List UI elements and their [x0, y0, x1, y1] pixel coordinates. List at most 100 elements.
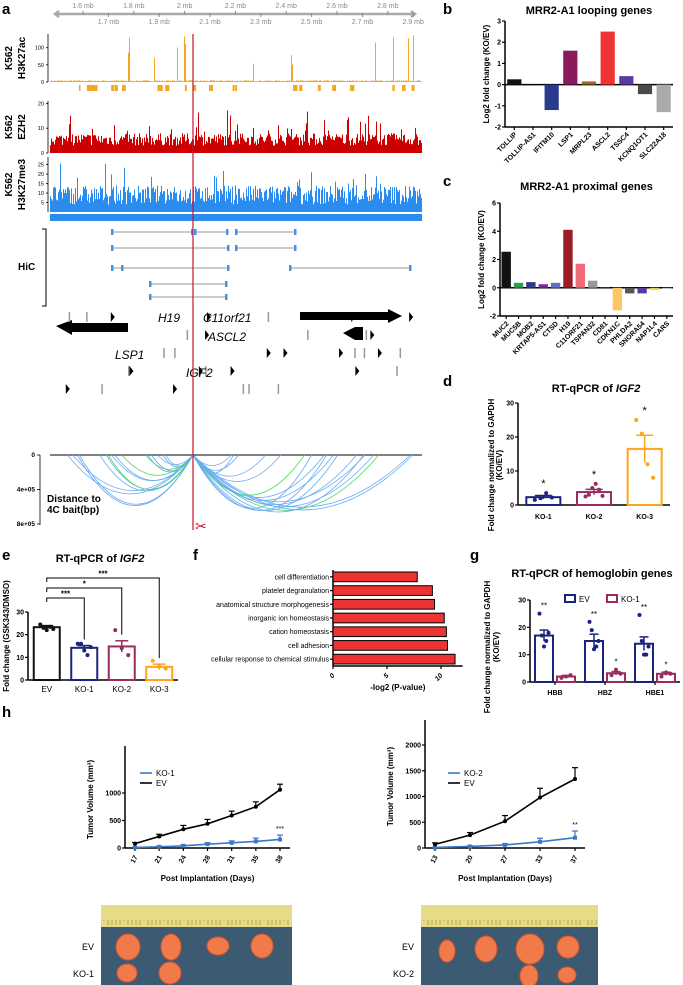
data-point — [593, 481, 598, 486]
panel-label: d — [443, 373, 452, 390]
y-tick-label: 1000 — [405, 794, 421, 801]
gene-label: H19 — [158, 311, 180, 325]
panel-label: c — [443, 173, 451, 190]
y-tick-label: 2000 — [405, 743, 421, 750]
data-point — [278, 787, 282, 792]
hic-loop — [235, 245, 297, 251]
ruler-label: 1.9 mb — [148, 19, 170, 26]
bar — [525, 84, 541, 86]
hic-anchor — [111, 265, 114, 271]
peak-call — [157, 85, 160, 91]
data-point — [539, 633, 544, 638]
signal-ezh2 — [50, 110, 422, 153]
bar — [534, 634, 554, 683]
peak-call — [232, 85, 235, 91]
significance-label: * — [592, 469, 597, 481]
title-text: RT-qPCR of — [552, 383, 616, 395]
ruler-label: 2.1 mb — [199, 19, 221, 26]
hic-anchor — [235, 245, 238, 251]
y-axis-label: (KO/EV) — [492, 632, 501, 663]
data-point — [664, 670, 668, 675]
ruler-label: 2.3 mb — [250, 19, 272, 26]
x-tick-label: 24 — [178, 854, 188, 864]
hic-anchor — [294, 229, 297, 235]
data-point — [538, 795, 542, 800]
bar — [563, 50, 578, 85]
data-point — [468, 844, 472, 849]
hic-anchor — [111, 229, 114, 235]
data-point — [205, 842, 210, 847]
gene-label: IGF2 — [186, 366, 213, 380]
bar — [70, 646, 99, 682]
y-tick-label: -1 — [495, 103, 501, 110]
x-tick-label: KO-1 — [75, 685, 94, 694]
hic-anchor — [294, 245, 297, 251]
significance-bracket — [46, 597, 85, 640]
y-tick-label: 20 — [518, 625, 526, 632]
data-point — [229, 813, 234, 818]
peak-call — [209, 85, 214, 91]
hic-anchor — [235, 229, 238, 235]
tumor-photo: EV KO-2 — [393, 905, 598, 985]
data-point — [205, 821, 210, 826]
hic-loop — [149, 281, 228, 287]
track-tick-label: 25 — [38, 163, 44, 169]
ruler-label: 2.9 mb — [402, 19, 424, 26]
title-gene: IGF2 — [120, 553, 144, 565]
gene-mark — [205, 330, 210, 340]
y-tick-label: 2 — [492, 257, 496, 264]
category-label: inorganic ion homeostasis — [248, 616, 329, 623]
legend-label: EV — [156, 779, 167, 788]
data-point — [278, 837, 282, 842]
data-point — [609, 673, 614, 678]
bar — [332, 571, 418, 583]
data-point — [544, 639, 549, 643]
gene-mark — [409, 312, 414, 322]
data-point — [645, 462, 650, 467]
chart-d: RT-qPCR of IGF2 Fold change normalized to… — [487, 383, 670, 531]
y-tick-label: 1 — [497, 61, 501, 68]
panel-label: e — [2, 547, 10, 564]
chart-g: RT-qPCR of hemoglobin genes Fold change n… — [483, 568, 680, 713]
x-axis-label: Post Implantation (Days) — [161, 874, 255, 883]
domain-bar — [50, 214, 422, 221]
bar — [501, 251, 511, 288]
y-axis-label: Tumor Volume (mm³) — [386, 747, 395, 827]
y-tick-label: 0 — [492, 285, 496, 292]
x-tick-label: HBE1 — [646, 690, 665, 697]
ruler-label: 1.6 mb — [72, 3, 94, 10]
tumor — [515, 933, 545, 965]
data-point — [668, 671, 673, 676]
x-tick-label: 28 — [202, 854, 212, 864]
x-tick-label: 33 — [535, 854, 545, 864]
data-point — [38, 622, 43, 627]
significance-bracket — [46, 587, 123, 635]
ruler-label: 2.7 mb — [352, 19, 374, 26]
4c-interaction-arc — [107, 454, 194, 491]
gene-mark — [129, 366, 134, 376]
data-point — [583, 494, 588, 499]
4c-interaction-arc — [192, 454, 411, 508]
data-point — [546, 630, 551, 635]
gene-label: C11orf21 — [203, 311, 251, 325]
data-point — [549, 495, 554, 500]
y-tick-label: -2 — [495, 125, 501, 132]
data-point — [538, 496, 543, 501]
gene-mark — [283, 348, 288, 358]
track-tick-label: 20 — [38, 101, 44, 107]
data-point — [597, 487, 602, 492]
tumor — [160, 933, 182, 961]
bar — [544, 84, 559, 111]
bar — [332, 640, 448, 651]
bar — [526, 282, 536, 288]
x-tick-label: 21 — [154, 854, 164, 864]
hic-loop — [235, 229, 297, 235]
scissors-icon: ✂ — [195, 518, 207, 534]
data-point — [51, 627, 56, 631]
y-axis-label: Fold change normalized to GAPDH — [483, 581, 492, 714]
4c-interaction-arc — [192, 454, 339, 512]
ruler-image — [421, 905, 598, 927]
hic-anchor — [225, 281, 228, 287]
hic-loop — [111, 229, 194, 235]
data-point — [253, 804, 258, 809]
